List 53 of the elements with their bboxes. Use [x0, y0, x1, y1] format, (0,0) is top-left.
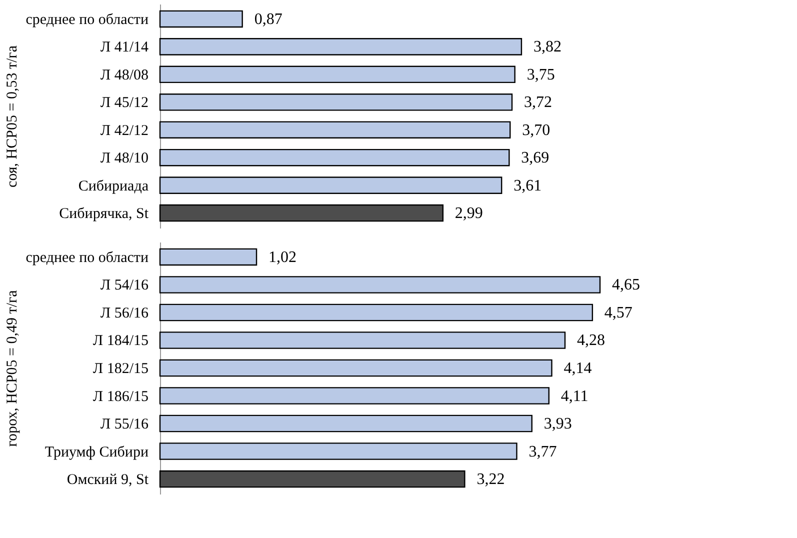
y-tick-label: Сибирячка, St	[59, 206, 150, 222]
data-label: 4,14	[564, 360, 592, 377]
data-label: 3,22	[476, 471, 505, 488]
bar	[159, 276, 601, 294]
bar	[159, 204, 444, 222]
bar	[159, 359, 552, 377]
data-label: 3,72	[524, 94, 552, 112]
data-label: 3,82	[533, 38, 562, 56]
y-tick-label: Л 56/16	[100, 305, 149, 322]
data-label: 4,65	[612, 276, 640, 294]
y-tick-label: Л 184/15	[92, 333, 148, 350]
y-axis-title: соя, НСР05 = 0,53 т/га	[4, 45, 21, 188]
y-tick-label: Л 41/14	[100, 40, 149, 56]
y-tick-label: среднее по области	[26, 12, 148, 28]
bar	[159, 121, 511, 138]
bar	[159, 176, 502, 194]
data-label: 2,99	[454, 205, 483, 222]
y-tick-label: Л 55/16	[100, 416, 149, 433]
data-label: 1,02	[268, 248, 297, 266]
bar	[159, 94, 513, 111]
data-label: 4,57	[604, 304, 632, 322]
y-tick-label: Омский 9, St	[66, 472, 150, 488]
data-label: 3,75	[526, 66, 555, 84]
data-label: 3,70	[522, 122, 550, 139]
y-tick-label: Л 42/12	[100, 122, 148, 139]
y-tick-label: Л 48/08	[100, 67, 148, 84]
y-tick-label: Л 45/12	[100, 95, 148, 112]
data-label: 0,87	[254, 10, 282, 28]
y-tick-label: Триумф Сибири	[44, 444, 148, 460]
y-tick-label: Л 186/15	[92, 388, 148, 405]
bar	[159, 148, 510, 166]
y-tick-label: среднее по области	[26, 250, 148, 266]
data-label: 3,69	[521, 150, 550, 167]
bar	[159, 10, 243, 28]
bar	[159, 66, 516, 84]
bar	[159, 248, 258, 266]
data-label: 3,61	[514, 177, 542, 194]
bar	[159, 304, 594, 322]
y-tick-label: Л 48/10	[100, 150, 148, 167]
bar	[159, 38, 522, 56]
bar	[159, 470, 466, 488]
data-label: 3,93	[544, 416, 572, 433]
y-tick-label: Л 182/15	[92, 361, 148, 377]
bar	[159, 332, 566, 349]
y-axis-title: горох, НСР05 = 0,49 т/га	[4, 290, 21, 447]
data-label: 3,77	[528, 443, 557, 460]
y-tick-label: Сибириада	[78, 178, 149, 194]
bar	[159, 414, 532, 432]
y-tick-label: Л 54/16	[100, 278, 149, 294]
data-label: 4,11	[560, 388, 588, 405]
bar	[159, 442, 518, 460]
data-label: 4,28	[576, 332, 605, 350]
bar	[159, 387, 550, 404]
